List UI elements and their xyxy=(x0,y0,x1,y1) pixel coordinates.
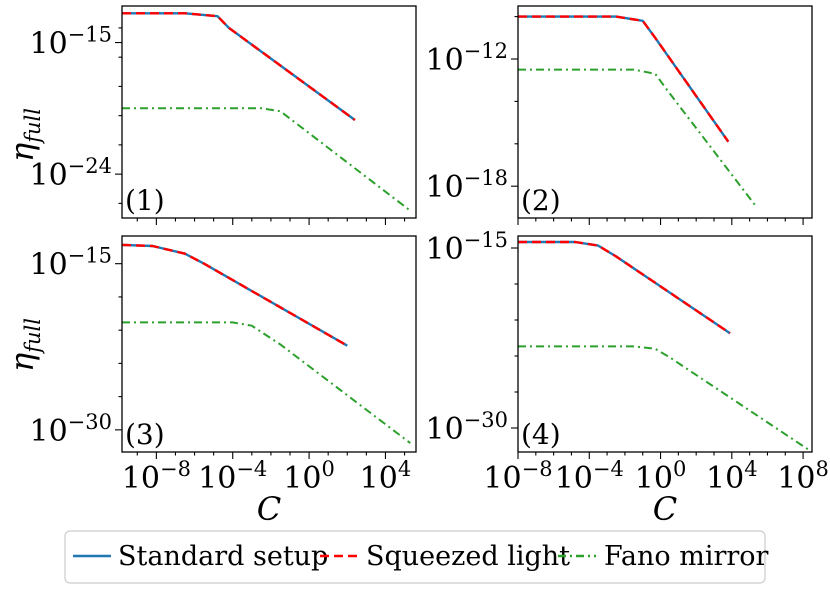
panel-3: 10−8 10−4 100 104 10−30 10−15 (3) xyxy=(29,235,417,496)
x-tick-label: 104 xyxy=(706,457,758,496)
x-tick-label: 10−8 xyxy=(483,457,552,496)
series-squeezed-light-line xyxy=(518,240,731,335)
x-tick-label: 104 xyxy=(360,457,412,496)
series-standard-setup-line xyxy=(122,12,356,121)
plot-frame xyxy=(517,5,813,219)
legend-label-fano: Fano mirror xyxy=(604,541,769,572)
y-tick-label: 10−24 xyxy=(29,154,112,193)
x-tick-label: 10−8 xyxy=(122,457,191,496)
legend-frame xyxy=(64,530,766,584)
y-tick-label: 10−15 xyxy=(29,23,112,62)
legend-label-squeezed: Squeezed light xyxy=(366,541,570,572)
legend-label-standard: Standard setup xyxy=(118,541,328,572)
x-tick-label: 100 xyxy=(283,457,335,496)
x-axis-label-right: C xyxy=(653,490,677,528)
y-tick-label: 10−12 xyxy=(425,39,508,78)
panel-tag: (3) xyxy=(125,418,165,451)
series-fano-mirror-line xyxy=(518,68,758,209)
panel-tag: (4) xyxy=(521,418,561,451)
y-axis-label-bottom: ηfull xyxy=(3,318,45,372)
panel-tag: (2) xyxy=(521,184,561,217)
series-group xyxy=(122,12,411,212)
y-tick-label: 10−15 xyxy=(29,244,112,283)
panel-1: 10−24 10−15 (1) xyxy=(29,5,417,225)
x-axis-label-left: C xyxy=(257,490,281,528)
plot-frame xyxy=(121,235,417,453)
series-squeezed-light-line xyxy=(518,15,730,143)
panel-tag: (1) xyxy=(125,184,165,217)
series-squeezed-light-line xyxy=(122,243,348,347)
y-axis-label-top: ηfull xyxy=(3,108,45,162)
panel-4: 10−8 10−4 100 104 108 10−30 10−15 (4) xyxy=(425,228,828,496)
series-standard-setup-line xyxy=(518,15,730,143)
plot-frame xyxy=(121,5,417,219)
series-group xyxy=(518,240,812,452)
series-standard-setup-line xyxy=(518,240,731,335)
y-tick-label: 10−30 xyxy=(29,410,112,449)
series-fano-mirror-line xyxy=(518,345,812,452)
series-standard-setup-line xyxy=(122,243,348,347)
series-squeezed-light-line xyxy=(122,12,356,121)
series-group xyxy=(122,243,411,444)
x-tick-label: 108 xyxy=(777,457,829,496)
y-tick-label: 10−15 xyxy=(425,228,508,267)
legend: Standard setup Squeezed light Fano mirro… xyxy=(64,530,769,584)
series-fano-mirror-line xyxy=(122,107,411,212)
y-tick-label: 10−30 xyxy=(425,408,508,447)
y-tick-label: 10−18 xyxy=(425,166,508,205)
series-group xyxy=(518,15,758,209)
series-fano-mirror-line xyxy=(122,321,411,444)
x-tick-label: 10−4 xyxy=(198,457,267,496)
x-tick-label: 100 xyxy=(635,457,687,496)
plot-frame xyxy=(517,235,813,453)
x-tick-label: 10−4 xyxy=(555,457,624,496)
panel-2: 10−18 10−12 (2) xyxy=(425,5,813,225)
